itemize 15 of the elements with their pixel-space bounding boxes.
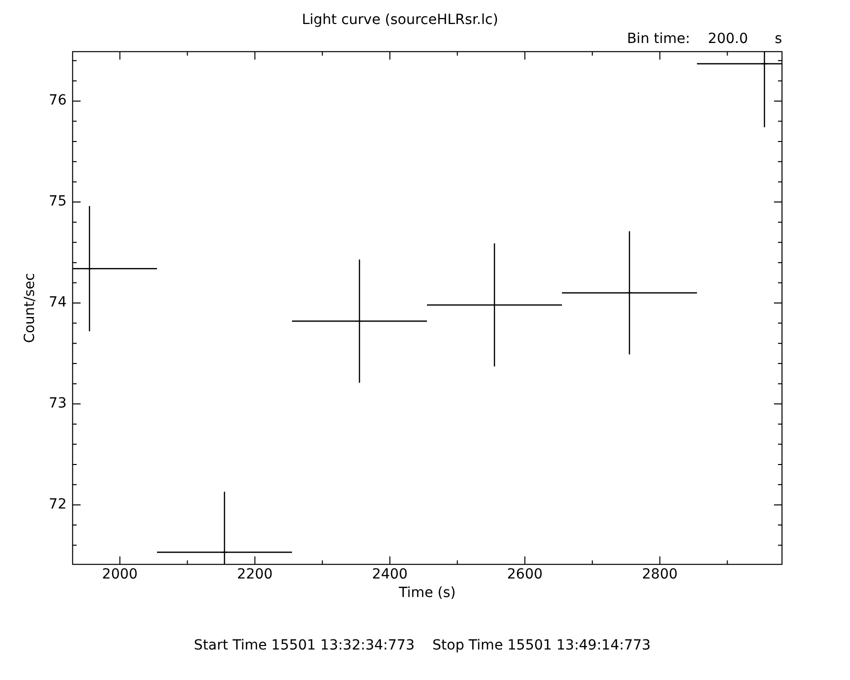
y-tick-label: 72	[48, 496, 67, 512]
x-tick-label: 2800	[642, 566, 678, 582]
y-tick-label: 76	[48, 92, 67, 109]
x-tick-label: 2000	[102, 566, 138, 582]
x-tick-label: 2600	[507, 566, 543, 582]
y-tick-label: 73	[48, 396, 67, 412]
chart-subtitle: Bin time: 200.0 s	[626, 30, 782, 47]
text: Start Time 15501 13:32:34:773 Stop Time 15501 13:49:14:773	[194, 638, 651, 654]
x-tick-label: 2200	[237, 566, 273, 582]
y-axis-title: Count/sec	[22, 273, 38, 343]
y-tick-label: 75	[48, 194, 67, 210]
y-tick-label: 74	[48, 294, 67, 311]
x-tick-label: 2400	[372, 566, 408, 582]
x-axis-title: Time (s)	[398, 585, 456, 602]
chart-title: Light curve (sourceHLRsr.lc)	[302, 12, 498, 28]
